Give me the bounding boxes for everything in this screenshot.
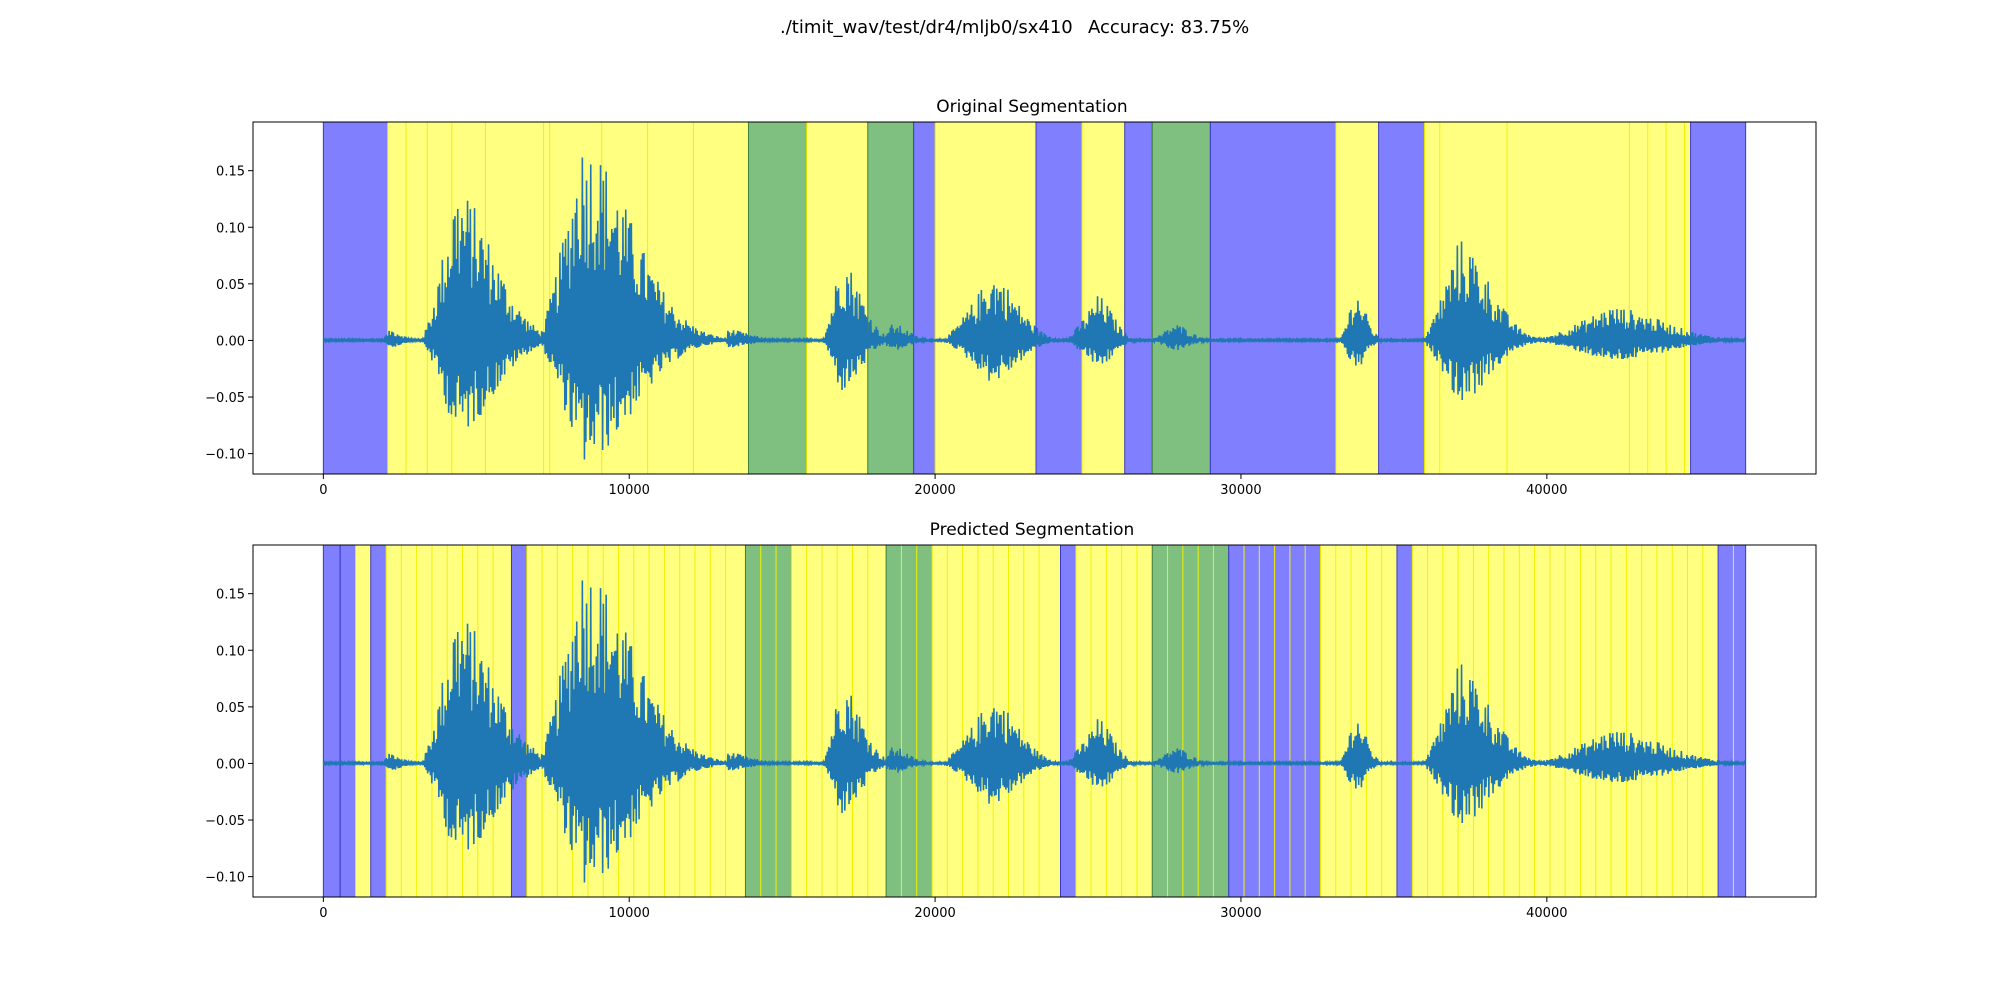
segment-silence <box>370 544 387 898</box>
original-segmentation-panel: Original Segmentation 0 10000 20000 30000 40… <box>205 97 1817 498</box>
segment-silence <box>1690 121 1747 475</box>
x-tick-label: 30000 <box>1220 906 1261 921</box>
y-tick-label: −0.10 <box>205 871 245 886</box>
segment-silence <box>1396 544 1413 898</box>
y-tick-label: 0.05 <box>216 701 245 716</box>
segment-vowel <box>354 544 372 898</box>
segment-silence <box>1717 544 1747 898</box>
y-tick-label: 0.15 <box>216 588 245 603</box>
segment-consonant <box>748 121 808 475</box>
segment-silence <box>1124 121 1153 475</box>
y-tick-label: −0.05 <box>205 814 245 829</box>
segment-silence <box>322 544 341 898</box>
segment-silence <box>322 121 389 475</box>
y-tick-label: 0.10 <box>216 644 245 659</box>
x-tick-label: 10000 <box>609 906 650 921</box>
segment-silence <box>1035 121 1083 475</box>
segment-silence <box>510 544 528 898</box>
waveform-line <box>322 157 1746 460</box>
segment-silence <box>1378 121 1425 475</box>
axes-frame <box>252 121 1817 475</box>
panel-title: Predicted Segmentation <box>930 520 1135 540</box>
predicted-segmentation-panel: Predicted Segmentation 0 10000 20000 30000 4… <box>205 520 1817 921</box>
x-tick-label: 10000 <box>609 483 650 498</box>
segment-consonant <box>867 121 915 475</box>
segment-vowel <box>1319 544 1398 898</box>
segment-silence <box>1059 544 1077 898</box>
figure-title-accuracy: Accuracy: 83.75% <box>1088 17 1249 38</box>
y-tick-label: 0.10 <box>216 221 245 236</box>
segment-vowel <box>934 121 1037 475</box>
segment-consonant <box>885 544 933 898</box>
waveform-line <box>322 580 1746 883</box>
segment-silence <box>339 544 356 898</box>
segment-consonant <box>1151 121 1211 475</box>
x-tick-label: 0 <box>319 906 327 921</box>
x-tick-label: 0 <box>319 483 327 498</box>
x-tick-label: 20000 <box>914 483 955 498</box>
x-tick-label: 40000 <box>1526 483 1567 498</box>
figure-title-path: ./timit_wav/test/dr4/mljb0/sx410 <box>780 17 1073 38</box>
y-tick-label: 0.00 <box>216 757 245 772</box>
segment-vowel <box>1075 544 1153 898</box>
segment-vowel <box>1081 121 1126 475</box>
panel-title: Original Segmentation <box>936 97 1127 117</box>
x-tick-label: 30000 <box>1220 483 1261 498</box>
segment-vowel <box>1335 121 1380 475</box>
segment-silence <box>1209 121 1337 475</box>
axes-frame <box>252 544 1817 898</box>
x-tick-label: 40000 <box>1526 906 1567 921</box>
segment-silence <box>913 121 936 475</box>
y-tick-label: −0.10 <box>205 448 245 463</box>
y-tick-label: −0.05 <box>205 391 245 406</box>
segment-consonant <box>1151 544 1230 898</box>
y-tick-label: 0.00 <box>216 334 245 349</box>
segment-consonant <box>744 544 792 898</box>
x-tick-label: 20000 <box>914 906 955 921</box>
y-tick-label: 0.15 <box>216 165 245 180</box>
y-tick-label: 0.05 <box>216 278 245 293</box>
